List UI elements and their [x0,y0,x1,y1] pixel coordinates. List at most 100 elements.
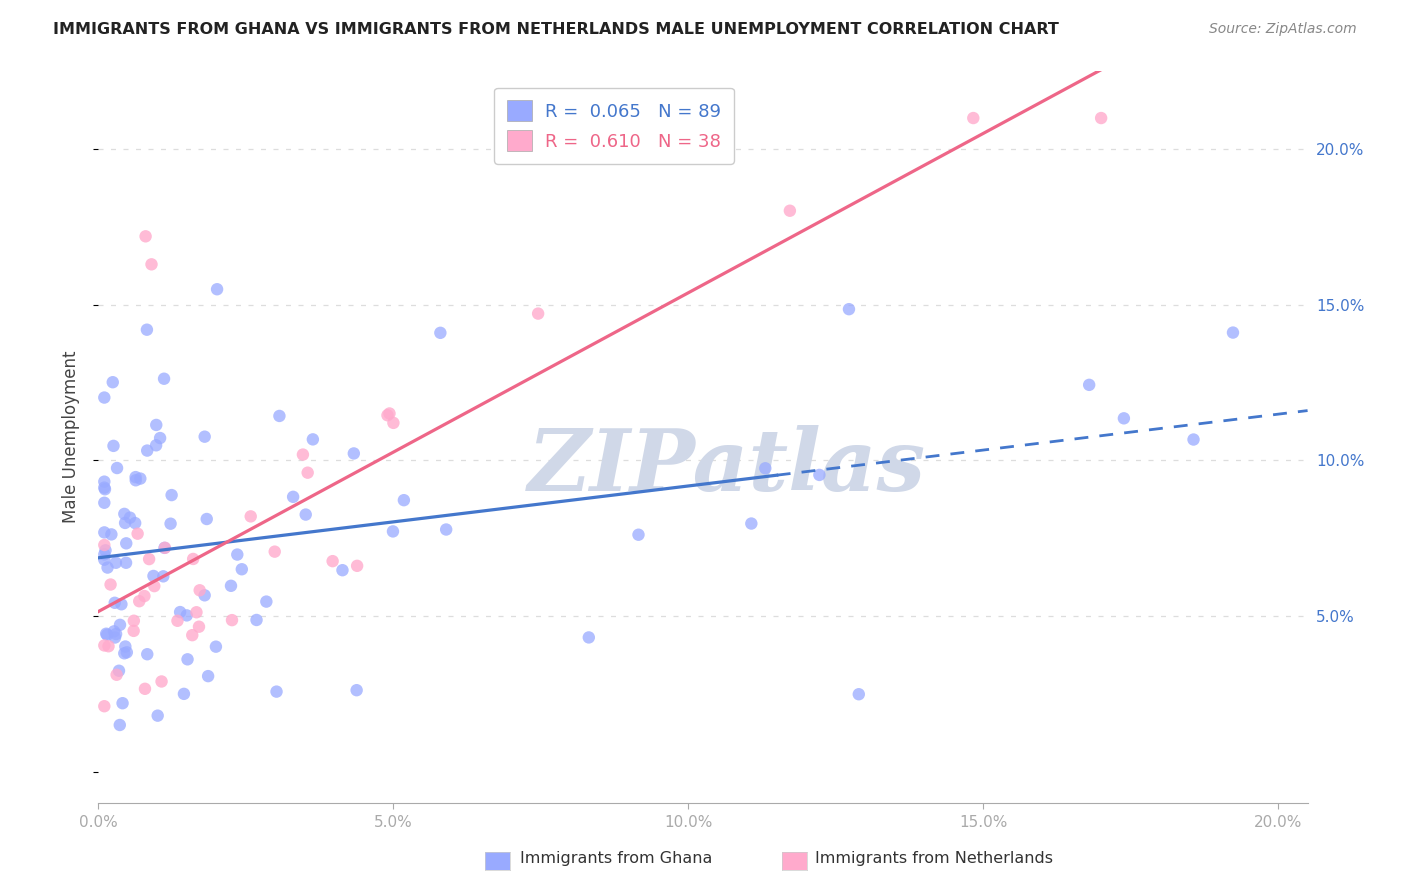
Point [145,417,167,432]
Point [108,617,131,632]
Point [740,516,762,531]
Point [332,563,354,577]
Point [169,605,191,619]
Point [346,558,368,573]
Point [194,430,217,444]
Point [1078,377,1101,392]
Point [136,443,159,458]
Point [103,439,125,453]
Point [108,718,131,732]
Point [100,577,122,591]
Point [115,536,138,550]
Point [150,674,173,689]
Point [100,527,122,541]
Point [129,472,152,486]
Point [96,628,118,642]
Point [118,510,141,524]
Point [281,490,304,504]
Text: Immigrants from Ghana: Immigrants from Ghana [520,851,713,865]
Point [1222,326,1244,340]
Point [94,482,117,496]
Point [93,547,115,561]
Point [297,466,319,480]
Point [194,588,217,602]
Point [93,496,115,510]
Point [239,509,262,524]
Point [108,664,131,678]
Point [173,687,195,701]
Point [176,652,198,666]
Point [104,556,127,570]
Point [343,446,366,460]
Text: ZIPatlas: ZIPatlas [529,425,927,508]
Point [188,583,211,598]
Point [195,512,218,526]
Point [231,562,253,576]
Point [392,493,415,508]
Point [135,229,157,244]
Point [110,597,132,611]
Point [186,605,208,619]
Point [93,525,115,540]
Y-axis label: Male Unemployment: Male Unemployment [62,351,80,524]
Point [104,596,127,610]
Point [176,608,198,623]
Point [322,554,344,568]
Point [135,323,157,337]
Point [93,475,115,489]
Point [93,699,115,714]
Point [160,488,183,502]
Point [124,470,146,484]
Point [377,409,399,423]
Point [226,548,249,562]
Point [346,683,368,698]
Point [96,626,118,640]
Point [434,523,457,537]
Point [127,526,149,541]
Point [153,541,176,555]
Point [115,556,138,570]
Point [245,613,267,627]
Point [205,282,228,296]
Point [112,646,135,660]
Point [143,579,166,593]
Point [141,257,163,271]
Point [181,552,204,566]
Point [197,669,219,683]
Point [114,640,136,654]
Point [159,516,181,531]
Point [103,624,125,639]
Text: Immigrants from Netherlands: Immigrants from Netherlands [815,851,1053,865]
Point [1112,411,1135,425]
Point [145,438,167,452]
Point [808,467,831,482]
Point [378,407,401,421]
Point [263,544,285,558]
Point [266,684,288,698]
Point [97,639,120,653]
Point [93,391,115,405]
Point [221,613,243,627]
Point [848,687,870,701]
Point [142,569,165,583]
Point [122,624,145,638]
Point [152,569,174,583]
Point [149,431,172,445]
Point [94,543,117,558]
Point [136,647,159,661]
Point [138,552,160,566]
Point [181,628,204,642]
Point [269,409,291,423]
Point [128,594,150,608]
Point [302,433,325,447]
Point [105,667,128,681]
Point [101,375,124,389]
Point [96,560,118,574]
Point [134,681,156,696]
Point [219,579,242,593]
Point [779,203,801,218]
Point [754,461,776,475]
Point [93,552,115,566]
Point [153,541,176,555]
Point [294,508,316,522]
